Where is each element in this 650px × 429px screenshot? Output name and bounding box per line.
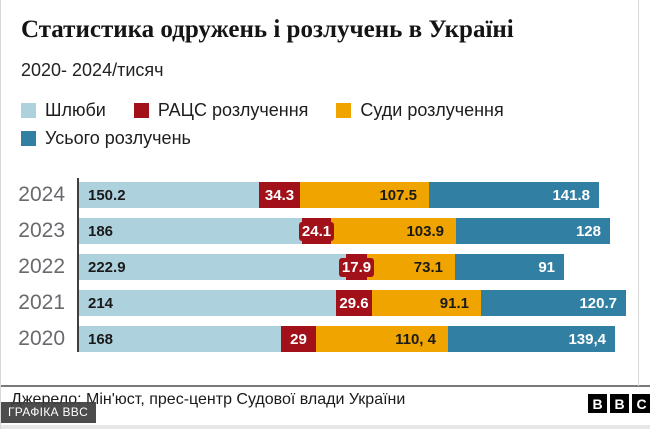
legend-swatch-icon	[21, 103, 36, 118]
segment-value-label: 103.9	[406, 222, 444, 240]
axis-line	[77, 178, 79, 352]
legend-label: Усього розлучень	[45, 128, 191, 148]
bbc-logo-letter: B	[610, 394, 629, 413]
bar-segment: 150.2	[79, 182, 259, 208]
segment-value-label: 168	[88, 330, 114, 348]
bar-segment: 186	[79, 218, 302, 244]
page-subtitle: 2020- 2024/тисяч	[21, 60, 164, 80]
legend-swatch-icon	[133, 103, 149, 118]
legend-swatch-icon	[336, 103, 352, 118]
bar-segment: 107.5	[300, 182, 429, 208]
page-title: Статистика одружень і розлучень в Україн…	[21, 16, 514, 43]
year-label: 2023	[18, 219, 65, 242]
chart-row: 2023 186 24.1 103.9 128	[1, 218, 650, 244]
bar-segment: 110, 4	[316, 326, 448, 352]
bar-segment: 214	[79, 290, 336, 316]
year-label: 2020	[18, 327, 65, 350]
year-label: 2021	[18, 291, 65, 314]
stacked-bar: 186 24.1 103.9 128	[79, 218, 610, 244]
chart-row: 2020 168 29 110, 4 139,4	[1, 326, 650, 352]
bar-segment: 91.1	[372, 290, 481, 316]
segment-value-label: 91.1	[439, 294, 469, 312]
segment-value-label: 128	[575, 222, 601, 240]
bar-segment: 73.1	[367, 254, 455, 280]
bar-segment: 120.7	[481, 290, 626, 316]
stacked-bar: 214 29.6 91.1 120.7	[79, 290, 626, 316]
bar-segment: 141.8	[429, 182, 599, 208]
legend-label: Суди розлучення	[360, 100, 504, 120]
legend-label: РАЦС розлучення	[157, 100, 309, 120]
year-label: 2024	[18, 183, 65, 206]
bar-segment: 29.6	[336, 290, 372, 316]
segment-value-label: 34.3	[261, 185, 298, 205]
right-border	[638, 0, 639, 386]
legend-item: Шлюби	[21, 100, 106, 121]
bar-segment: 128	[456, 218, 610, 244]
legend-swatch-icon	[21, 131, 36, 146]
segment-value-label: 141.8	[552, 186, 590, 204]
segment-value-label: 24.1	[298, 221, 335, 241]
legend-item: Суди розлучення	[336, 100, 504, 121]
segment-value-label: 107.5	[379, 186, 417, 204]
legend-item: Усього розлучень	[21, 128, 191, 149]
bar-segment: 34.3	[259, 182, 300, 208]
bar-segment: 91	[455, 254, 564, 280]
bbc-logo: B B C	[588, 394, 650, 413]
segment-value-label: 29.6	[336, 293, 372, 313]
segment-value-label: 29	[287, 329, 310, 349]
stacked-bar: 222.9 17.9 73.1 91	[79, 254, 564, 280]
bottom-strip	[1, 425, 650, 429]
bar-segment: 103.9	[331, 218, 456, 244]
bar-segment: 29	[281, 326, 316, 352]
chart-row: 2024 150.2 34.3 107.5 141.8	[1, 182, 650, 208]
segment-value-label: 214	[88, 294, 114, 312]
bar-segment: 168	[79, 326, 281, 352]
segment-value-label: 120.7	[579, 294, 617, 312]
segment-value-label: 73.1	[413, 258, 443, 276]
segment-value-label: 110, 4	[395, 330, 436, 348]
chart-row: 2022 222.9 17.9 73.1 91	[1, 254, 650, 280]
source-text: Джерело: Мін'юст, прес-центр Судової вла…	[11, 391, 406, 408]
segment-value-label: 139,4	[568, 330, 606, 348]
segment-value-label: 17.9	[338, 257, 375, 277]
bar-segment: 24.1	[298, 218, 335, 244]
bar-segment: 17.9	[338, 254, 375, 280]
bbc-logo-letter: C	[632, 394, 650, 413]
legend-item: РАЦС розлучення	[133, 100, 309, 121]
bar-segment: 139,4	[448, 326, 615, 352]
footer-divider	[1, 385, 650, 387]
legend: Шлюби РАЦС розлучення Суди розлучення Усьог…	[21, 100, 627, 149]
stacked-bar: 168 29 110, 4 139,4	[79, 326, 615, 352]
segment-value-label: 150.2	[88, 186, 126, 204]
stacked-bar: 150.2 34.3 107.5 141.8	[79, 182, 599, 208]
segment-value-label: 91	[538, 258, 555, 276]
year-label: 2022	[18, 255, 65, 278]
legend-label: Шлюби	[45, 100, 106, 120]
segment-value-label: 186	[88, 222, 114, 240]
bbc-logo-letter: B	[588, 394, 607, 413]
segment-value-label: 222.9	[88, 258, 126, 276]
chart-row: 2021 214 29.6 91.1 120.7	[1, 290, 650, 316]
bar-segment: 222.9	[79, 254, 346, 280]
graphics-badge: ГРАФІКА BBC	[1, 402, 97, 423]
